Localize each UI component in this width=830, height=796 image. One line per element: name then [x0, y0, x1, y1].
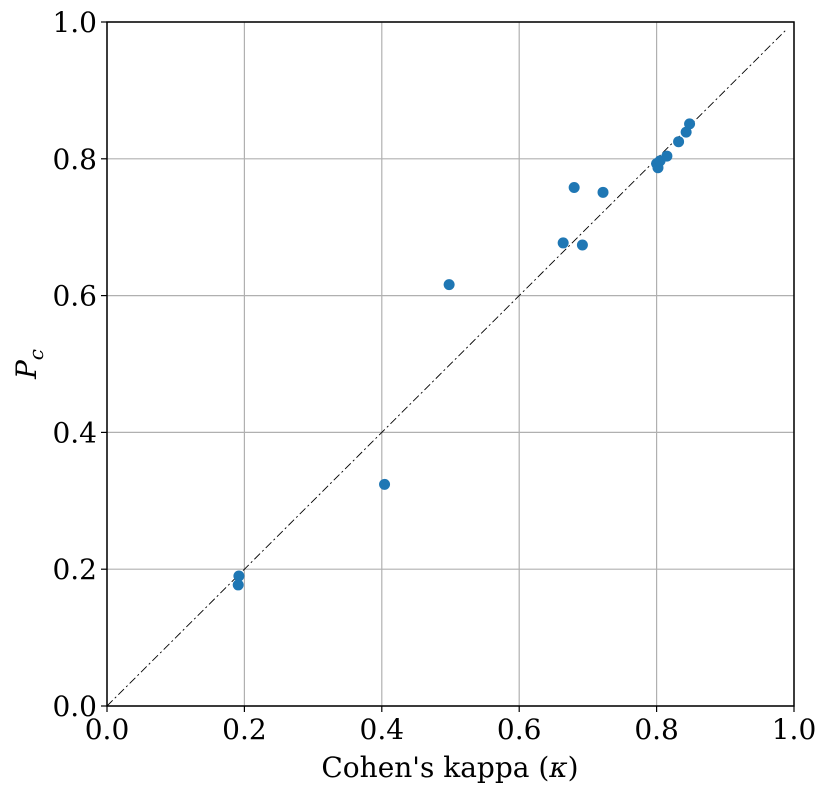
y-tick-label: 0.6 [52, 280, 97, 313]
x-tick-label: 1.0 [772, 713, 817, 746]
data-point [557, 237, 569, 249]
y-axis-label: Pc [10, 349, 48, 380]
y-axis-ticks: 0.0 0.2 0.4 0.6 0.8 1.0 [52, 6, 107, 723]
y-tick-label: 0.0 [52, 690, 97, 723]
data-point [680, 126, 692, 138]
data-point [597, 186, 609, 198]
y-tick-label: 1.0 [52, 6, 97, 39]
data-point [233, 570, 245, 582]
data-point [684, 118, 696, 130]
data-points [232, 118, 696, 591]
data-point [661, 150, 673, 162]
plot-area-frame [106, 21, 795, 707]
y-tick-label: 0.2 [52, 553, 97, 586]
data-point [568, 182, 580, 194]
data-point [232, 579, 244, 591]
x-axis-label: Cohen's kappa (κ) [321, 751, 578, 784]
y-tick-label: 0.4 [52, 416, 97, 449]
x-tick-label: 0.0 [85, 713, 130, 746]
data-point [576, 239, 588, 251]
x-tick-label: 0.2 [222, 713, 267, 746]
x-tick-label: 0.4 [360, 713, 405, 746]
x-axis-ticks: 0.0 0.2 0.4 0.6 0.8 1.0 [85, 706, 817, 746]
x-tick-label: 0.6 [497, 713, 542, 746]
data-point [673, 136, 685, 148]
y-tick-label: 0.8 [52, 143, 97, 176]
data-point [443, 279, 455, 291]
x-tick-label: 0.8 [634, 713, 679, 746]
data-point [379, 478, 391, 490]
